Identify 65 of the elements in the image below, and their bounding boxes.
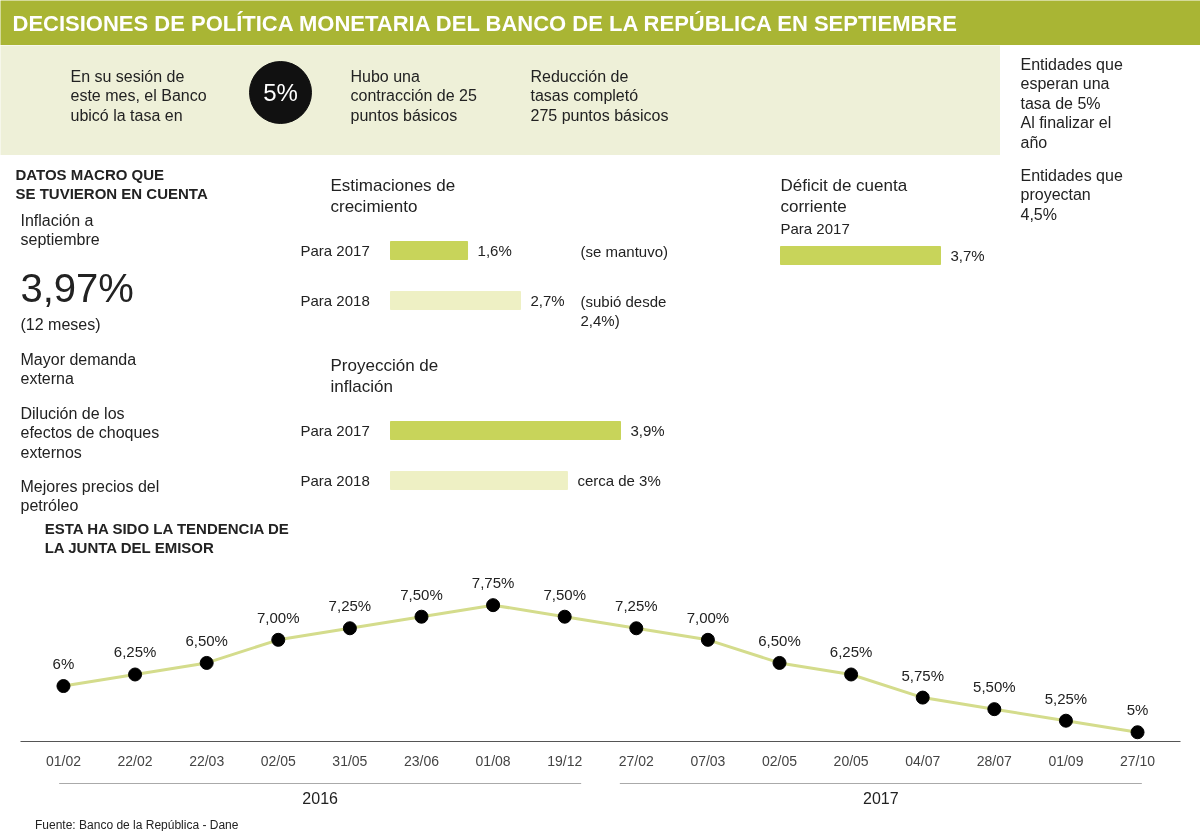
text: Entidades que esperan una tasa de 5% Al finalizar el año [1020,55,1123,151]
chart-title: Proyección de inflación [330,355,439,397]
data-label: 7,00% [686,608,730,626]
source-note: Fuente: Banco de la República - Dane [35,817,239,831]
text: Inflación a septiembre [20,211,100,249]
text: 5% [263,79,298,106]
y-tick-label: Para 2017 [300,422,370,439]
data-label: 7,25% [328,597,372,615]
chart-title: Estimaciones de crecimiento [330,175,456,217]
x-tick-label: 01/08 [475,752,511,769]
x-tick-label: 07/03 [690,752,726,769]
data-label: 7,25% [615,597,658,615]
text: 2017 [863,789,899,807]
text: (12 meses) [20,315,101,333]
text: Mejores precios del petróleo [20,477,160,515]
x-tick-label: 02/05 [762,752,798,769]
data-label: 7,50% [400,585,443,603]
text: DATOS MACRO QUE SE TUVIERON EN CUENTA [15,165,208,203]
data-label: 3,7% [950,247,985,264]
data-label: 7,75% [471,574,515,592]
data-label: cerca de 3% [577,472,661,489]
text: (subió desde 2,4%) [580,292,667,330]
y-tick-label: Para 2018 [300,292,370,309]
data-label: 3,9% [630,422,665,439]
text: Entidades que proyectan 4,5% [1020,166,1123,223]
data-label: 5,75% [901,666,944,684]
x-tick-label: 31/05 [332,752,368,769]
text: 3,97% [20,265,134,310]
x-tick-label: 27/10 [1120,752,1156,769]
x-tick-label: 20/05 [833,752,869,769]
x-tick-label: 02/05 [260,752,297,769]
y-tick-label: Para 2017 [300,242,370,259]
text: Mayor demanda externa [20,350,137,388]
data-label: 6% [52,655,75,673]
text: 2016 [302,789,339,807]
text: DECISIONES DE POLÍTICA MONETARIA DEL BANCO DE LA REPÚBLICA EN SEPTIEMBRE [12,10,957,36]
y-tick-label: Para 2017 [780,220,850,237]
text: (se mantuvo) [580,242,669,260]
x-tick-label: 19/12 [547,752,583,769]
data-label: 1,6% [477,242,512,259]
x-tick-label: 04/07 [905,752,941,769]
data-label: 6,50% [185,631,228,649]
x-tick-label: 01/09 [1048,752,1084,769]
data-label: 5,50% [973,678,1016,696]
text: En su sesión de este mes, el Banco ubicó la tasa en [70,67,207,124]
data-label: 5,25% [1044,689,1088,707]
x-tick-label: 23/06 [403,752,440,769]
x-tick-label: 22/02 [117,752,153,769]
data-label: 5% [1126,701,1149,719]
data-label: 7,00% [257,608,300,626]
x-tick-label: 01/02 [45,752,82,769]
data-label: 6,25% [829,643,873,661]
y-tick-label: Para 2018 [300,472,370,489]
chart-title: ESTA HA SIDO LA TENDENCIA DE LA JUNTA DEL EMISOR [44,519,289,557]
x-tick-label: 22/03 [189,752,225,769]
data-label: 6,25% [113,643,157,661]
data-label: 7,50% [543,585,586,603]
text: Reducción de tasas completó 275 puntos básicos [530,67,669,124]
chart-title: Déficit de cuenta corriente [780,175,908,217]
data-label: 2,7% [530,292,565,309]
x-tick-label: 28/07 [976,752,1013,769]
text: Dilución de los efectos de choques externos [20,404,160,461]
data-label: 6,50% [758,631,801,649]
text: Hubo una contracción de 25 puntos básicos [350,67,477,124]
x-tick-label: 27/02 [618,752,655,769]
